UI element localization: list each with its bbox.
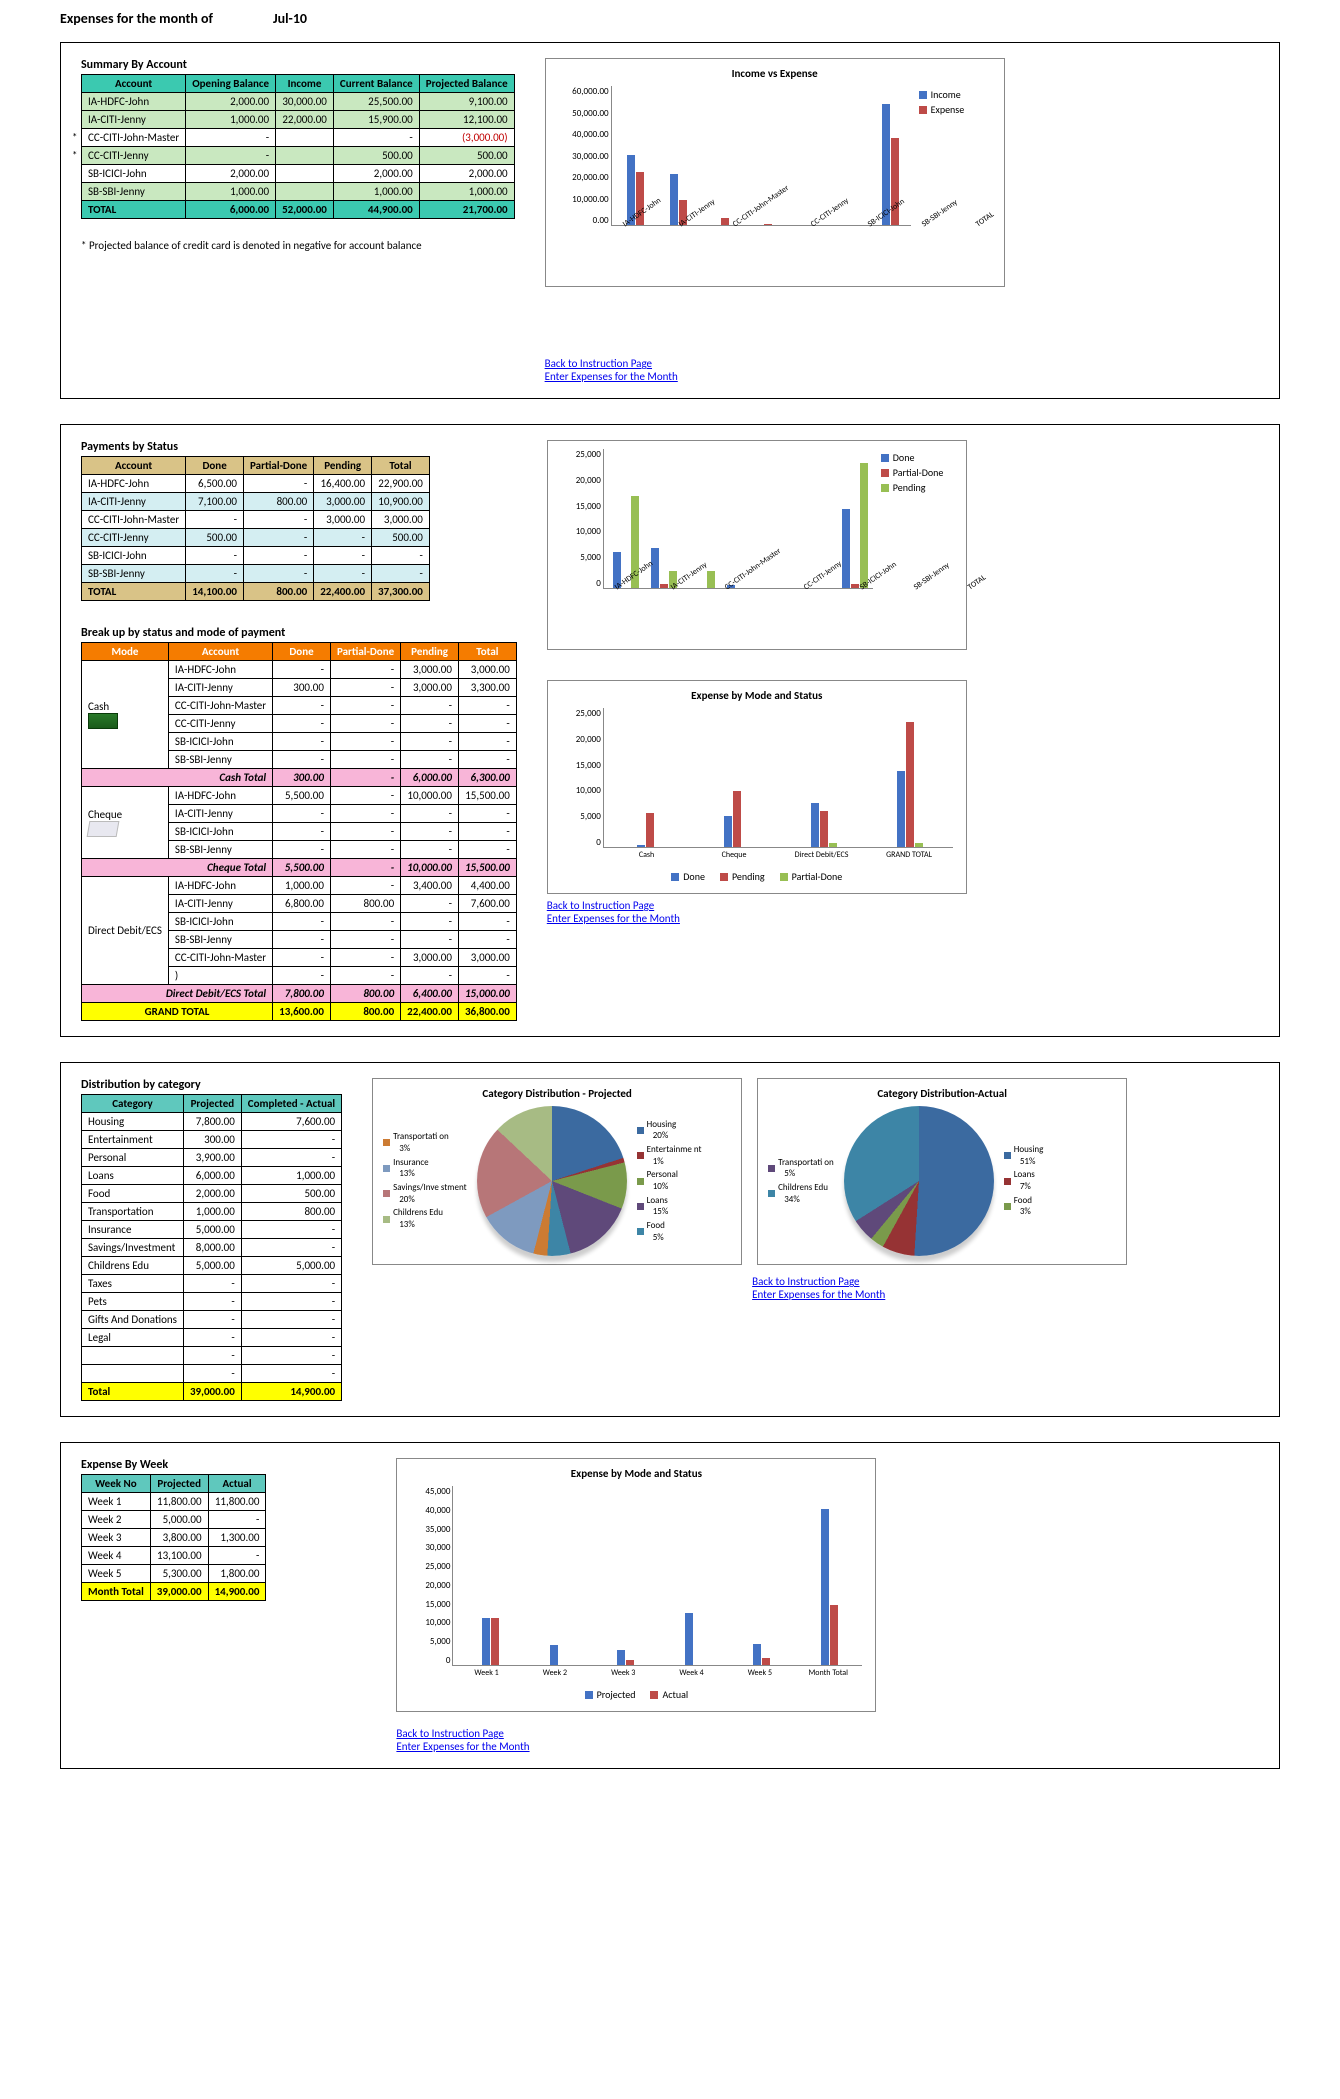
links-block-3: Back to Instruction Page Enter Expenses …: [752, 1275, 1259, 1301]
back-link[interactable]: Back to Instruction Page: [752, 1275, 1259, 1288]
enter-link[interactable]: Enter Expenses for the Month: [545, 370, 1259, 383]
summary-footnote: * Projected balance of credit card is de…: [81, 239, 515, 252]
enter-link[interactable]: Enter Expenses for the Month: [396, 1740, 1259, 1753]
week-title: Expense By Week: [81, 1458, 266, 1472]
enter-link[interactable]: Enter Expenses for the Month: [547, 912, 1259, 925]
payments-panel: Payments by Status AccountDonePartial-Do…: [60, 424, 1280, 1037]
cheque-icon: [87, 821, 120, 837]
summary-panel: Summary By Account AccountOpening Balanc…: [60, 42, 1280, 399]
week-panel: Expense By Week Week NoProjectedActualWe…: [60, 1442, 1280, 1769]
category-table: CategoryProjectedCompleted - ActualHousi…: [81, 1094, 342, 1401]
income-expense-chart: Income vs Expense 60,000.0050,000.0040,0…: [545, 58, 1005, 287]
week-chart: Expense by Mode and Status 45,00040,0003…: [396, 1458, 876, 1712]
payments-table: AccountDonePartial-DonePendingTotalIA-HD…: [81, 456, 430, 601]
links-block-4: Back to Instruction Page Enter Expenses …: [396, 1727, 1259, 1753]
category-title: Distribution by category: [81, 1078, 342, 1092]
back-link[interactable]: Back to Instruction Page: [545, 357, 1259, 370]
mode-chart: Expense by Mode and Status 25,00020,0001…: [547, 680, 967, 894]
links-block-2: Back to Instruction Page Enter Expenses …: [547, 899, 1259, 925]
summary-title: Summary By Account: [81, 58, 515, 72]
pie-projected: Category Distribution - Projected Transp…: [372, 1078, 742, 1265]
page-title: Expenses for the month ofJul-10: [60, 10, 1280, 27]
back-link[interactable]: Back to Instruction Page: [547, 899, 1259, 912]
cash-icon: [88, 713, 118, 729]
mode-title: Break up by status and mode of payment: [81, 626, 517, 640]
links-block: Back to Instruction Page Enter Expenses …: [545, 357, 1259, 383]
back-link[interactable]: Back to Instruction Page: [396, 1727, 1259, 1740]
mode-table: ModeAccountDonePartial-DonePendingTotalC…: [81, 642, 517, 1021]
week-table: Week NoProjectedActualWeek 111,800.0011,…: [81, 1474, 266, 1601]
category-panel: Distribution by category CategoryProject…: [60, 1062, 1280, 1417]
pie-actual: Category Distribution-Actual Transportat…: [757, 1078, 1127, 1265]
payments-chart: 25,00020,00015,00010,0005,0000 IA-HDFC-J…: [547, 440, 967, 650]
summary-table: AccountOpening BalanceIncomeCurrent Bala…: [81, 74, 515, 219]
enter-link[interactable]: Enter Expenses for the Month: [752, 1288, 1259, 1301]
payments-title: Payments by Status: [81, 440, 517, 454]
